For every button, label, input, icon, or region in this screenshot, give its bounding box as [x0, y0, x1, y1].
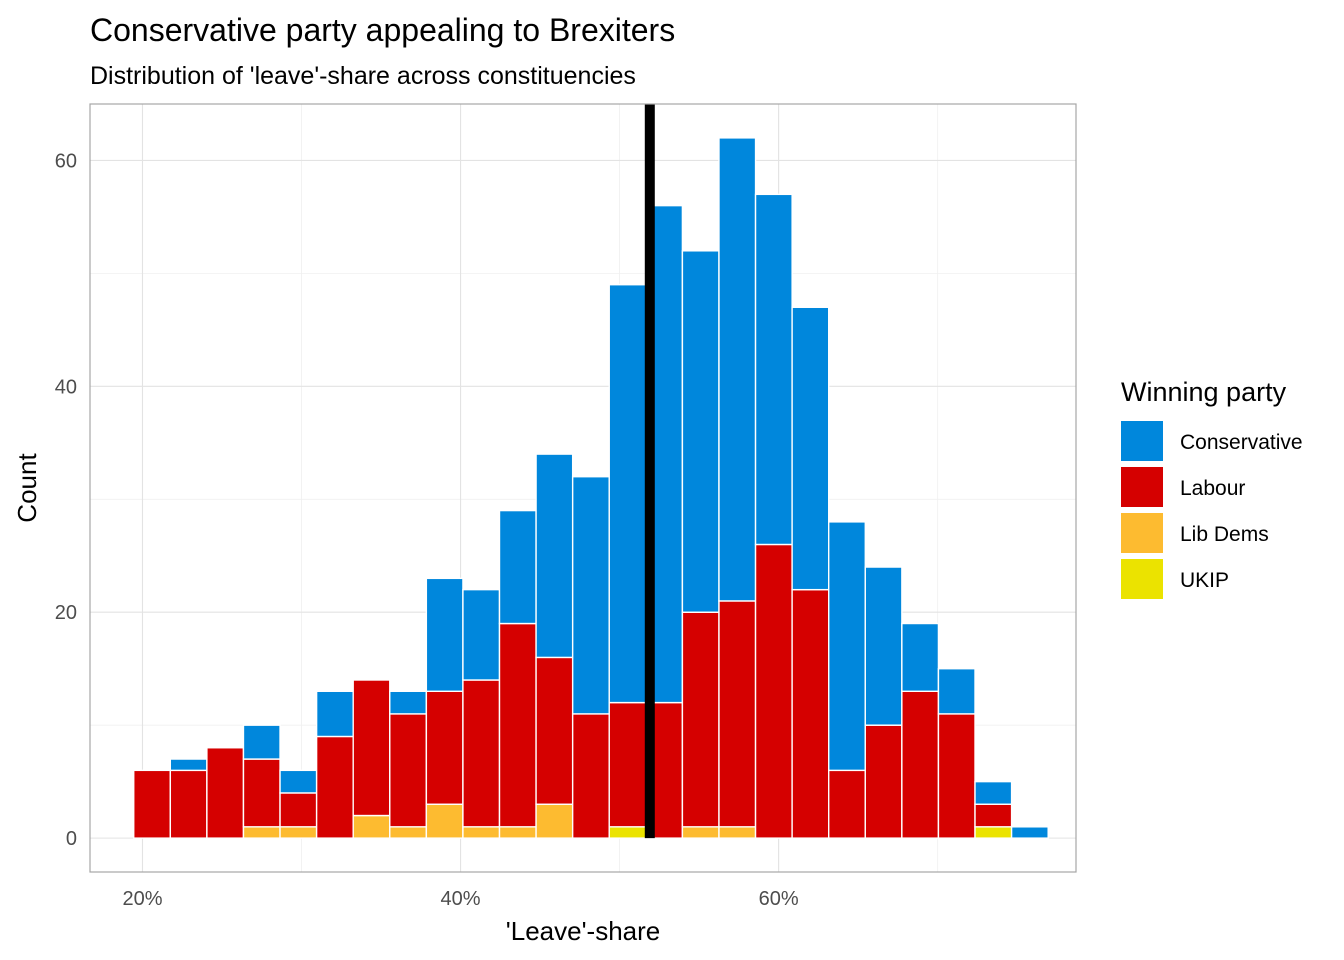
bar-conservative	[389, 690, 428, 715]
bar-conservative	[718, 137, 757, 602]
bar-conservative	[315, 690, 354, 738]
legend-label-labour: Labour	[1180, 477, 1245, 500]
bar-lib-dems	[352, 814, 391, 839]
y-tick-label: 60	[55, 150, 77, 172]
legend-label-lib-dems: Lib Dems	[1180, 523, 1269, 546]
y-axis-title: Count	[12, 453, 42, 523]
bar-lib-dems	[279, 826, 318, 839]
x-tick-label: 60%	[759, 888, 799, 910]
bar-conservative	[937, 668, 976, 715]
bar-labour	[974, 803, 1013, 828]
y-tick-label: 20	[55, 602, 77, 624]
bar-ukip	[974, 826, 1013, 839]
bar-labour	[901, 690, 940, 839]
plot-panel-border	[89, 103, 1077, 873]
x-axis-ticks: 20% 40% 60%	[122, 888, 798, 910]
bar-labour	[169, 769, 208, 839]
bar-conservative	[498, 509, 537, 625]
bar-conservative	[279, 769, 318, 794]
bar-labour	[791, 588, 830, 839]
legend-swatch-labour	[1121, 467, 1163, 507]
bar-conservative	[864, 566, 903, 726]
bar-labour	[389, 713, 428, 828]
bar-labour	[571, 713, 610, 839]
bar-labour	[315, 735, 354, 839]
bar-lib-dems	[425, 803, 464, 839]
bar-labour	[462, 679, 501, 828]
legend-swatch-conservative	[1121, 421, 1163, 461]
x-tick-label: 40%	[441, 888, 481, 910]
bar-labour	[681, 611, 720, 828]
bar-labour	[352, 679, 391, 817]
bar-lib-dems	[535, 803, 574, 839]
bar-conservative	[754, 193, 793, 546]
bar-lib-dems	[718, 826, 757, 839]
bar-conservative	[828, 521, 866, 772]
bar-labour	[718, 600, 757, 828]
histogram-bars	[133, 137, 1049, 839]
bar-labour	[279, 792, 318, 828]
legend-label-ukip: UKIP	[1180, 569, 1229, 592]
bar-conservative	[242, 724, 281, 760]
bar-labour	[864, 724, 903, 839]
y-tick-label: 0	[66, 828, 77, 850]
legend-title: Winning party	[1121, 377, 1287, 407]
bar-conservative	[901, 622, 940, 692]
bar-labour	[498, 622, 537, 828]
bar-conservative	[571, 476, 610, 715]
bar-labour	[608, 701, 647, 828]
bar-labour	[535, 656, 574, 805]
legend: Winning party Conservative Labour Lib Dems…	[1121, 377, 1303, 599]
bar-labour	[206, 747, 245, 839]
bar-ukip	[608, 826, 647, 839]
legend-swatch-lib-dems	[1121, 513, 1163, 553]
bar-conservative	[462, 588, 501, 681]
bar-labour	[133, 769, 172, 839]
legend-items: Conservative Labour Lib Dems UKIP	[1121, 421, 1303, 599]
bar-conservative	[974, 780, 1013, 805]
bar-lib-dems	[498, 826, 537, 839]
bar-lib-dems	[389, 826, 428, 839]
bar-labour	[828, 769, 866, 839]
bar-conservative	[608, 284, 647, 704]
bar-conservative	[791, 306, 830, 591]
y-tick-label: 40	[55, 376, 77, 398]
legend-swatch-ukip	[1121, 559, 1163, 599]
bar-lib-dems	[462, 826, 501, 839]
bar-labour	[242, 758, 281, 828]
bar-conservative	[1010, 826, 1049, 839]
y-axis-ticks: 0 20 40 60	[55, 150, 77, 850]
legend-label-conservative: Conservative	[1180, 431, 1303, 454]
bar-labour	[937, 713, 976, 839]
x-axis-title: 'Leave'-share	[506, 916, 660, 946]
chart-title: Conservative party appealing to Brexiter…	[90, 12, 675, 48]
bar-lib-dems	[242, 826, 281, 839]
bar-labour	[754, 543, 793, 839]
bar-lib-dems	[681, 826, 720, 839]
bar-conservative	[425, 577, 464, 692]
bar-conservative	[535, 453, 574, 659]
bar-labour	[425, 690, 464, 805]
bar-conservative	[169, 758, 208, 772]
bar-conservative	[681, 250, 720, 613]
x-tick-label: 20%	[122, 888, 162, 910]
chart-subtitle: Distribution of 'leave'-share across con…	[90, 62, 636, 90]
